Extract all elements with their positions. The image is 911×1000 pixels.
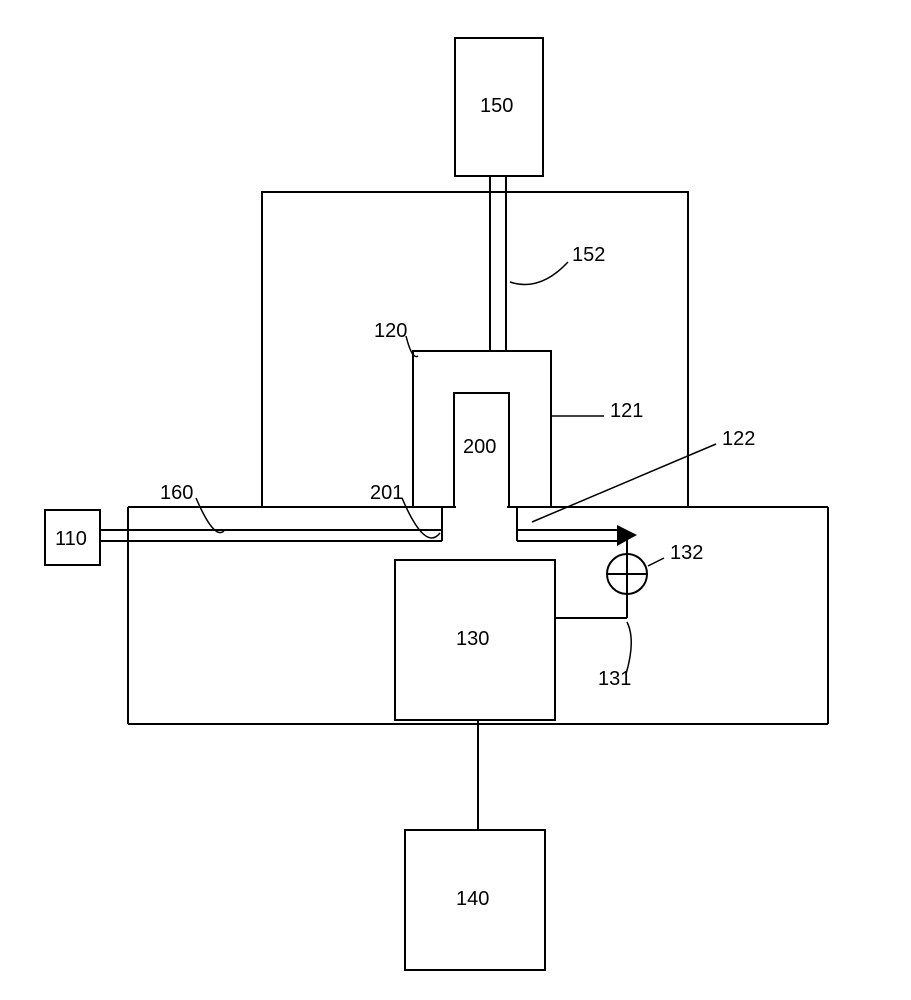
label-132: 132 xyxy=(670,542,703,565)
diagram-svg xyxy=(0,0,911,1000)
diagram-container: 150 152 120 121 200 122 160 201 110 132 … xyxy=(0,0,911,1000)
label-110: 110 xyxy=(55,528,87,551)
leader-201 xyxy=(402,498,440,538)
label-140: 140 xyxy=(456,888,489,911)
label-201: 201 xyxy=(370,482,403,505)
box-120 xyxy=(413,351,551,507)
label-150: 150 xyxy=(480,95,513,118)
label-120: 120 xyxy=(374,320,407,343)
leader-120 xyxy=(406,336,418,357)
leader-152 xyxy=(510,262,568,285)
label-122: 122 xyxy=(722,428,755,451)
label-130: 130 xyxy=(456,628,489,651)
label-131: 131 xyxy=(598,668,631,691)
leader-160 xyxy=(196,498,224,533)
label-121: 121 xyxy=(610,400,643,423)
label-200: 200 xyxy=(463,436,496,459)
label-160: 160 xyxy=(160,482,193,505)
label-152: 152 xyxy=(572,244,605,267)
upper-container xyxy=(262,192,688,507)
leader-131 xyxy=(626,622,631,674)
leader-132 xyxy=(648,558,664,566)
